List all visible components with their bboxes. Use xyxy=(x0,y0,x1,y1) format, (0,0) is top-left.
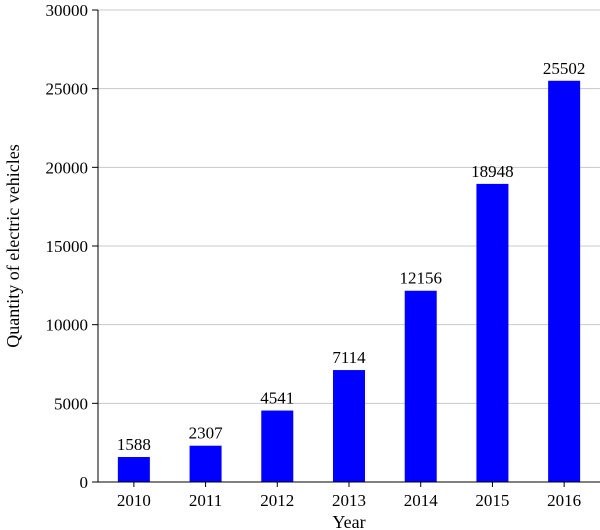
data-labels: 1588 2307 4541 7114 12156 18948 25502 xyxy=(117,59,586,454)
x-axis-title: Year xyxy=(332,512,365,530)
bar xyxy=(189,445,222,482)
bar-value-label: 7114 xyxy=(332,348,366,367)
x-tick-label: 2010 xyxy=(117,491,151,510)
bar xyxy=(117,457,150,482)
y-axis-ticks: 0 5000 10000 15000 20000 25000 30000 xyxy=(46,1,98,492)
bar xyxy=(548,80,581,483)
x-tick-label: 2011 xyxy=(189,491,222,510)
y-tick-label: 10000 xyxy=(46,316,89,335)
bar-value-label: 1588 xyxy=(117,435,151,454)
x-axis-ticks: 2010 2011 2012 2013 2014 2015 2016 xyxy=(117,482,581,510)
bars xyxy=(117,80,581,483)
bar xyxy=(261,410,294,482)
x-tick-label: 2015 xyxy=(475,491,509,510)
bar xyxy=(333,370,365,482)
bar-value-label: 4541 xyxy=(260,389,294,408)
y-tick-label: 30000 xyxy=(46,1,89,20)
y-tick-label: 0 xyxy=(80,473,89,492)
bar-value-label: 25502 xyxy=(543,59,586,78)
y-tick-label: 25000 xyxy=(46,80,89,99)
bar-value-label: 2307 xyxy=(189,424,224,443)
y-axis-title: Quantity of electric vehicles xyxy=(3,144,23,347)
bar-value-label: 12156 xyxy=(399,269,442,288)
y-tick-label: 20000 xyxy=(46,158,89,177)
bar-value-label: 18948 xyxy=(471,162,514,181)
x-tick-label: 2013 xyxy=(332,491,366,510)
y-tick-label: 5000 xyxy=(54,394,88,413)
gridlines xyxy=(98,9,600,404)
x-tick-label: 2014 xyxy=(404,491,439,510)
x-tick-label: 2012 xyxy=(260,491,294,510)
y-tick-label: 15000 xyxy=(46,237,89,256)
bar xyxy=(476,183,509,482)
x-tick-label: 2016 xyxy=(547,491,581,510)
bar xyxy=(404,290,437,482)
